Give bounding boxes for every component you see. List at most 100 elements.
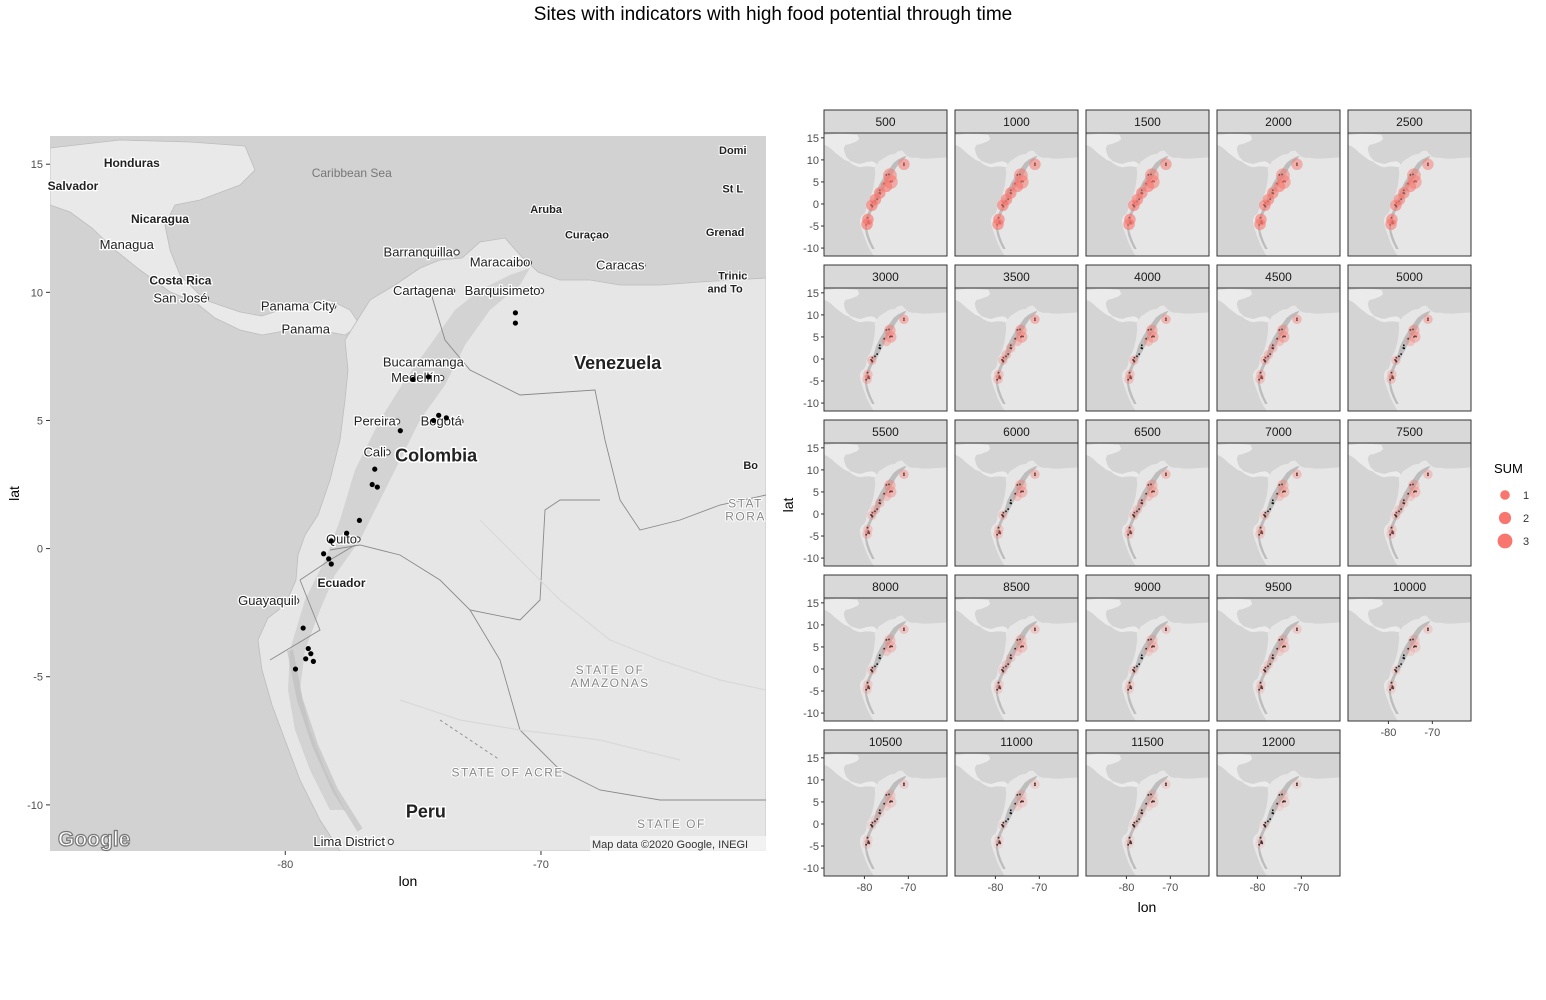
facet-sum-point[interactable]	[863, 524, 873, 535]
facet-sum-point[interactable]	[867, 510, 877, 521]
facet-sum-point[interactable]	[1016, 331, 1028, 343]
facet-sum-point[interactable]	[862, 374, 872, 385]
facet-sum-point[interactable]	[1124, 529, 1134, 540]
facet-sum-point[interactable]	[1263, 349, 1274, 360]
facet-sum-point[interactable]	[1129, 665, 1139, 676]
facet-panel-10500[interactable]: 10500 15 10 5 0 -5 -10 -80 -70	[803, 729, 948, 894]
facet-sum-point[interactable]	[1030, 624, 1040, 635]
site-point[interactable]	[303, 656, 309, 662]
facet-sum-point[interactable]	[867, 355, 877, 366]
site-point[interactable]	[512, 310, 519, 316]
facet-sum-point[interactable]	[1161, 779, 1171, 790]
facet-panel-1500[interactable]: 1500	[1085, 109, 1210, 257]
facet-sum-point[interactable]	[1409, 331, 1421, 343]
facet-sum-point[interactable]	[1012, 646, 1023, 657]
facet-sum-point[interactable]	[1128, 199, 1140, 212]
facet-sum-point[interactable]	[1015, 789, 1027, 802]
facet-sum-point[interactable]	[1386, 529, 1396, 540]
site-point[interactable]	[328, 538, 334, 544]
facet-sum-point[interactable]	[1029, 158, 1041, 171]
facet-sum-point[interactable]	[1423, 469, 1433, 480]
facet-sum-point[interactable]	[885, 486, 897, 498]
facet-sum-point[interactable]	[1146, 634, 1158, 647]
facet-sum-point[interactable]	[863, 834, 873, 845]
facet-sum-point[interactable]	[1255, 529, 1265, 540]
facet-panel-9500[interactable]: 9500	[1216, 574, 1341, 722]
facet-sum-point[interactable]	[1408, 634, 1420, 647]
facet-sum-point[interactable]	[1292, 624, 1302, 635]
site-point[interactable]	[356, 517, 363, 524]
facet-sum-point[interactable]	[1260, 355, 1270, 366]
facet-sum-point[interactable]	[1391, 510, 1401, 521]
site-point[interactable]	[344, 530, 350, 536]
facet-panel-2500[interactable]: 2500	[1347, 109, 1472, 257]
facet-sum-point[interactable]	[1277, 634, 1289, 647]
facet-sum-point[interactable]	[998, 665, 1008, 676]
facet-sum-point[interactable]	[998, 820, 1008, 831]
facet-sum-point[interactable]	[1278, 641, 1290, 653]
facet-sum-point[interactable]	[881, 336, 892, 347]
facet-sum-point[interactable]	[1137, 498, 1147, 508]
facet-sum-point[interactable]	[1124, 839, 1134, 850]
site-point[interactable]	[305, 645, 311, 652]
facet-sum-point[interactable]	[1406, 168, 1421, 183]
facet-sum-point[interactable]	[1256, 524, 1266, 535]
facet-sum-point[interactable]	[1422, 158, 1434, 171]
facet-sum-point[interactable]	[884, 634, 896, 647]
facet-sum-point[interactable]	[884, 789, 896, 802]
facet-sum-point[interactable]	[1147, 331, 1159, 343]
site-point[interactable]	[372, 466, 378, 472]
facet-sum-point[interactable]	[1012, 336, 1023, 347]
site-point[interactable]	[436, 412, 442, 418]
facet-panel-3500[interactable]: 3500	[954, 264, 1079, 412]
facet-sum-point[interactable]	[1016, 641, 1028, 653]
facet-sum-point[interactable]	[862, 839, 872, 850]
facet-sum-point[interactable]	[1124, 374, 1134, 385]
facet-sum-point[interactable]	[1147, 641, 1159, 653]
facet-sum-point[interactable]	[1274, 646, 1285, 657]
facet-sum-point[interactable]	[1124, 684, 1134, 695]
facet-sum-point[interactable]	[867, 665, 877, 676]
facet-sum-point[interactable]	[1291, 158, 1303, 171]
facet-sum-point[interactable]	[1259, 199, 1271, 212]
facet-sum-point[interactable]	[998, 510, 1008, 521]
facet-sum-point[interactable]	[1030, 314, 1040, 325]
facet-sum-point[interactable]	[1015, 479, 1027, 492]
facet-sum-point[interactable]	[1143, 336, 1154, 347]
facet-sum-point[interactable]	[881, 801, 892, 812]
facet-sum-point[interactable]	[1254, 218, 1266, 231]
facet-sum-point[interactable]	[1160, 158, 1172, 171]
site-point[interactable]	[308, 651, 314, 657]
facet-sum-point[interactable]	[1125, 679, 1135, 690]
facet-sum-point[interactable]	[994, 369, 1004, 380]
facet-sum-point[interactable]	[862, 684, 872, 695]
facet-sum-point[interactable]	[1256, 369, 1266, 380]
facet-sum-point[interactable]	[863, 369, 873, 380]
site-point[interactable]	[328, 561, 334, 567]
facet-sum-point[interactable]	[885, 331, 897, 343]
facet-sum-point[interactable]	[1260, 665, 1270, 676]
facet-sum-point[interactable]	[870, 504, 881, 515]
facet-sum-point[interactable]	[1016, 486, 1028, 498]
facet-sum-point[interactable]	[1161, 469, 1171, 480]
facet-sum-point[interactable]	[1391, 665, 1401, 676]
facet-sum-point[interactable]	[885, 796, 897, 808]
facet-sum-point[interactable]	[1129, 355, 1139, 366]
facet-sum-point[interactable]	[1260, 510, 1270, 521]
facet-panel-5000[interactable]: 5000	[1347, 264, 1472, 412]
facet-sum-point[interactable]	[862, 529, 872, 540]
facet-sum-point[interactable]	[1386, 374, 1396, 385]
site-point[interactable]	[430, 417, 437, 424]
facet-sum-point[interactable]	[1030, 779, 1040, 790]
facet-sum-point[interactable]	[1292, 469, 1302, 480]
facet-sum-point[interactable]	[1256, 834, 1266, 845]
facet-sum-point[interactable]	[899, 779, 909, 790]
facet-panel-4000[interactable]: 4000	[1085, 264, 1210, 412]
main-map-panel[interactable]	[50, 136, 766, 851]
facet-sum-point[interactable]	[997, 199, 1009, 212]
facet-panel-12000[interactable]: 12000 -80 -70	[1216, 729, 1341, 894]
facet-sum-point[interactable]	[993, 684, 1003, 695]
facet-sum-point[interactable]	[1405, 491, 1416, 502]
facet-sum-point[interactable]	[1423, 624, 1433, 635]
facet-sum-point[interactable]	[1274, 801, 1285, 812]
